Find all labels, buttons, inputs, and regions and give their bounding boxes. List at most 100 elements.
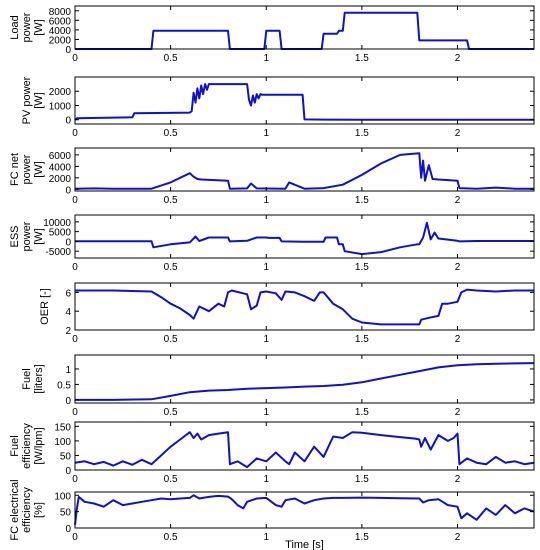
y-axis-label: OER [-]	[39, 288, 51, 325]
x-tick-label: 0	[72, 334, 78, 345]
series-line-1-1	[75, 11, 534, 50]
x-tick-label: 1.5	[355, 532, 369, 543]
subplot-6: 0 0.5 1 0 0.5 1 1.5 2 Fuel[liters]	[21, 354, 535, 418]
x-tick-label: 1	[263, 474, 269, 485]
x-tick-label: 0.5	[164, 407, 178, 418]
y-axis-label: PV power[W]	[21, 76, 45, 124]
series-line-3-1	[74, 152, 534, 190]
x-tick-label: 0	[72, 407, 78, 418]
subplot-2: 0 1000 2000 0 0.5 1 1.5 2 PV power[W]	[21, 76, 535, 139]
y-tick-label: 2000	[49, 35, 72, 46]
x-tick-label: 1.5	[355, 334, 369, 345]
y-tick-label: 0.5	[57, 380, 71, 391]
x-tick-label: 2	[455, 532, 461, 543]
y-tick-label: 4000	[49, 26, 72, 37]
axes-frame	[74, 491, 535, 529]
series-line-8-1	[74, 494, 535, 525]
y-axis-label: FC electricalefficiency[%]	[9, 479, 45, 540]
x-tick-label: 0.5	[164, 474, 178, 485]
subplot-7: 0 50 100 150 0 0.5 1 1.5 2 Fuelefficiency[W/lpm]	[9, 421, 535, 485]
series-line-6-1	[75, 362, 535, 401]
axes-frame	[74, 5, 535, 50]
axes-frame	[74, 354, 535, 404]
x-tick-label: 1	[263, 262, 269, 273]
y-tick-label: 100	[54, 437, 71, 448]
series-line-2-1	[74, 83, 534, 121]
y-tick-label: 50	[60, 451, 72, 462]
y-tick-label: 0	[65, 116, 71, 127]
y-tick-label: 5000	[49, 228, 72, 239]
x-tick-label: 0.5	[164, 262, 178, 273]
x-tick-label: 1	[263, 128, 269, 139]
x-tick-label: 2	[455, 128, 461, 139]
x-tick-label: 0	[72, 128, 78, 139]
subplot-5: 2 4 6 0 0.5 1 1.5 2 OER [-]	[39, 282, 535, 345]
y-axis-label: FC netpower[W]	[9, 153, 45, 186]
series-line-7-1	[74, 431, 535, 469]
y-tick-label: 2	[65, 326, 71, 337]
x-tick-label: 2	[455, 334, 461, 345]
axes-frame	[74, 421, 535, 471]
y-tick-label: 1	[65, 365, 71, 376]
x-tick-label: 2	[455, 407, 461, 418]
y-axis-label: Fuel[liters]	[21, 364, 45, 393]
x-tick-label: 0	[72, 474, 78, 485]
y-tick-label: 6000	[49, 151, 72, 162]
x-tick-label: 1.5	[355, 53, 369, 64]
axes-frame	[74, 76, 535, 125]
x-tick-label: 2	[455, 262, 461, 273]
y-tick-label: 2000	[49, 174, 72, 185]
y-tick-label: 50	[60, 508, 72, 519]
x-tick-label: 0	[72, 532, 78, 543]
y-tick-label: 4	[65, 307, 71, 318]
y-tick-label: 10000	[43, 218, 71, 229]
x-tick-label: 2	[455, 474, 461, 485]
axes-frame	[74, 214, 535, 259]
x-tick-label: 1	[263, 407, 269, 418]
y-tick-label: 6000	[49, 16, 72, 27]
x-tick-label: 1.5	[355, 262, 369, 273]
axes-frame	[74, 147, 535, 192]
y-tick-label: 0	[65, 185, 71, 196]
y-tick-label: 1000	[49, 101, 72, 112]
y-axis-label: ESSpower[W]	[9, 221, 45, 251]
x-tick-label: 2	[455, 53, 461, 64]
y-tick-label: 0	[65, 524, 71, 535]
y-axis-label: Loadpower[W]	[9, 12, 45, 42]
x-tick-label: 1.5	[355, 195, 369, 206]
x-tick-label: 1.5	[355, 128, 369, 139]
x-tick-label: 1	[263, 334, 269, 345]
series-line-4-1	[75, 221, 534, 256]
series-line-5-1	[75, 288, 534, 326]
axes-frame	[74, 282, 535, 331]
y-tick-label: 150	[54, 422, 71, 433]
y-tick-label: 6	[65, 288, 71, 299]
x-tick-label: 1	[263, 53, 269, 64]
x-tick-label: 0.5	[164, 53, 178, 64]
subplot-8: 0 50 100 0 0.5 1 1.5 2 FC electricalefficiency[%…	[9, 479, 535, 550]
x-tick-label: 0	[72, 53, 78, 64]
y-axis-label: Fuelefficiency[W/lpm]	[9, 423, 45, 469]
y-tick-label: 0	[65, 396, 71, 407]
x-tick-label: 1.5	[355, 474, 369, 485]
y-tick-label: 100	[54, 491, 71, 502]
x-tick-label: 2	[455, 195, 461, 206]
x-tick-label: 1	[263, 532, 269, 543]
y-tick-label: 0	[65, 466, 71, 477]
y-tick-label: 2000	[49, 87, 72, 98]
y-tick-label: 4000	[49, 162, 72, 173]
x-tick-label: 0.5	[164, 532, 178, 543]
x-tick-label: 0.5	[164, 128, 178, 139]
x-axis-label: Time [s]	[285, 539, 324, 550]
x-tick-label: 0.5	[164, 195, 178, 206]
x-tick-label: 0	[72, 262, 78, 273]
x-tick-label: 0.5	[164, 334, 178, 345]
y-tick-label: -5000	[45, 247, 71, 258]
x-tick-label: 0	[72, 195, 78, 206]
y-tick-label: 0	[65, 45, 71, 56]
y-tick-label: 8000	[49, 7, 72, 18]
